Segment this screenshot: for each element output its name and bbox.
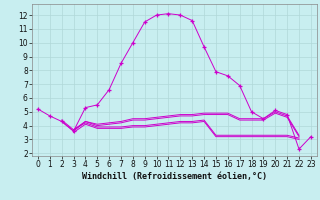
X-axis label: Windchill (Refroidissement éolien,°C): Windchill (Refroidissement éolien,°C): [82, 172, 267, 181]
